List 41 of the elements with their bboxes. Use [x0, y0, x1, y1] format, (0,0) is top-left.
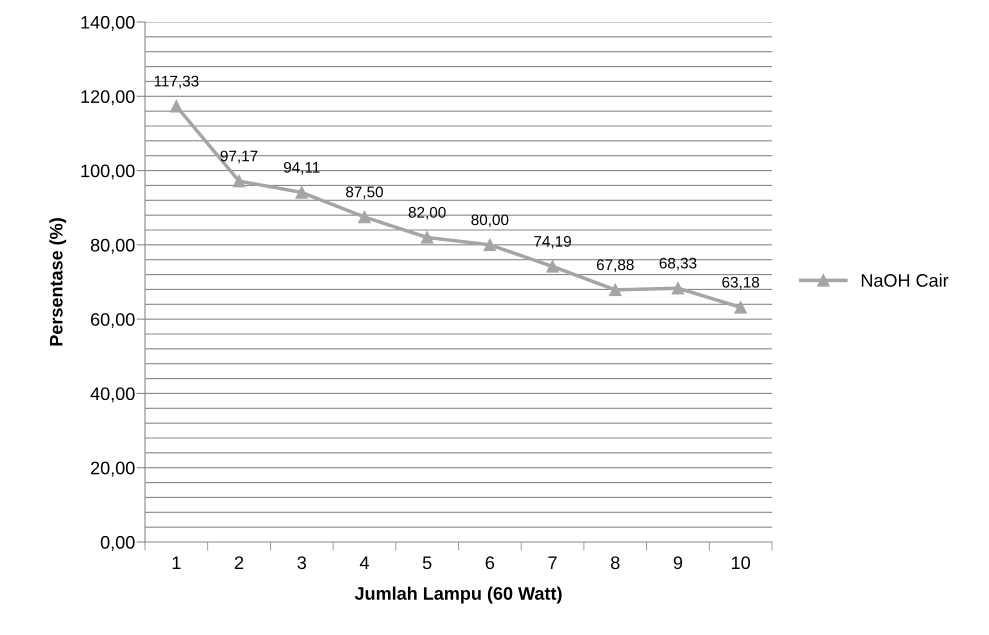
point — [420, 231, 434, 244]
y-tick-label: 60,00 — [91, 313, 135, 328]
x-tick-label: 2 — [234, 556, 244, 569]
x-tick-label: 6 — [486, 556, 494, 570]
y-tick-label: 40,00 — [90, 387, 135, 402]
y-tick-label: 80,00 — [90, 238, 135, 254]
y-tick-label: 100,00 — [81, 164, 135, 180]
point — [358, 210, 371, 224]
y-tick-label: 20,00 — [91, 462, 135, 477]
y-axis-title: Persentase (%) — [49, 218, 66, 346]
data-label: 94,11 — [284, 162, 320, 175]
point — [546, 260, 559, 273]
x-axis-title: Jumlah Lampu (60 Watt) — [354, 586, 562, 604]
x-tick-label: 10 — [732, 556, 750, 570]
point — [232, 174, 246, 188]
data-label: 97,17 — [220, 150, 258, 164]
data-label: 117,33 — [154, 76, 198, 88]
y-tick-label: 140,00 — [81, 16, 135, 31]
x-tick-label: 8 — [611, 556, 620, 570]
x-tick-label: 5 — [422, 556, 432, 570]
point — [484, 238, 496, 252]
data-label: 74,19 — [534, 236, 571, 249]
point — [734, 301, 747, 314]
x-tick-label: 4 — [360, 556, 369, 569]
point — [609, 284, 622, 296]
point — [170, 100, 183, 112]
data-label: 67,88 — [596, 259, 634, 272]
x-tick-label: 1 — [172, 556, 180, 569]
data-label: 63,18 — [722, 276, 760, 290]
x-tick-label: 7 — [548, 556, 557, 569]
data-label: 82,00 — [408, 206, 446, 220]
point — [296, 186, 308, 199]
x-tick-label: 3 — [297, 556, 306, 570]
x-tick-label: 9 — [674, 556, 682, 570]
data-label: 68,33 — [660, 258, 696, 270]
data-label: 87,50 — [346, 186, 383, 200]
legend-label: NaOH Cair — [862, 274, 948, 287]
data-label: 80,00 — [471, 214, 508, 227]
y-tick-label: 120,00 — [81, 90, 135, 106]
y-tick-label: 0,00 — [100, 536, 135, 551]
point — [672, 282, 684, 294]
